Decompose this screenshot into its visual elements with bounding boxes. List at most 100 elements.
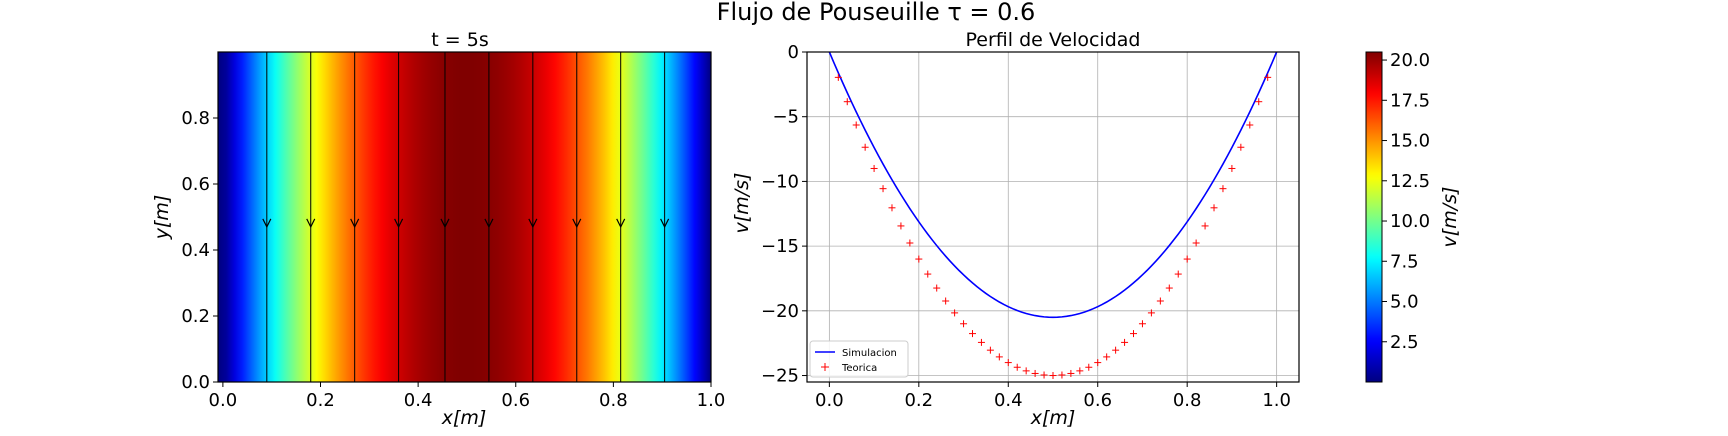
colorbar-ticks: 2.5 5.0 7.5 10.0 12.5 15.0 17.5 20.0 [1382, 50, 1430, 353]
heatmap-ylabel: y[m] [151, 195, 173, 241]
streamline-arrow [572, 218, 582, 229]
teorica-point [1147, 309, 1155, 317]
teorica-point [843, 98, 851, 106]
teorica-point [1040, 371, 1048, 379]
teorica-point [1031, 369, 1039, 377]
heatmap-panel: t = 5s 0.0 0.2 0.4 0.6 0.8 1.0 0.00.20.40.60.… [151, 29, 725, 429]
teorica-point [1183, 255, 1191, 263]
teorica-point [1004, 359, 1012, 367]
legend-box [809, 340, 909, 378]
legend-label-teorica: Teorica [841, 363, 877, 374]
heatmap-y-ticks: 0.0 0.2 0.4 0.6 0.8 [181, 108, 218, 393]
teorica-point [861, 143, 869, 151]
x-tick-label: 0.2 [904, 390, 933, 411]
x-tick-label: 0.8 [1173, 390, 1202, 411]
teorica-point [1022, 367, 1030, 375]
colorbar-fill [1365, 51, 1383, 383]
profile-title: Perfil de Velocidad [966, 29, 1141, 51]
streamline-arrow [660, 218, 670, 229]
legend-label-simulacion: Simulacion [842, 348, 897, 359]
teorica-point [1121, 338, 1129, 346]
streamline-arrow [484, 218, 494, 229]
teorica-point [1228, 164, 1236, 172]
colorbar: 2.5 5.0 7.5 10.0 12.5 15.0 17.5 20.0 v[m/s] [1365, 50, 1461, 383]
teorica-point [834, 73, 842, 81]
x-tick-label: 1.0 [1262, 390, 1291, 411]
y-tick-label: −20 [761, 301, 799, 322]
teorica-point [879, 185, 887, 193]
streamlines [262, 52, 670, 382]
series-simulacion-line [828, 51, 1278, 319]
profile-series [828, 51, 1278, 380]
profile-grid [807, 51, 1299, 382]
teorica-point [1264, 73, 1272, 81]
profile-xlabel: x[m] [1030, 407, 1076, 429]
teorica-point [1103, 353, 1111, 361]
teorica-point [897, 222, 905, 230]
heatmap-xlabel: x[m] [441, 407, 487, 429]
figure-title: Flujo de Pouseuille τ = 0.6 [717, 0, 1036, 26]
teorica-point [1085, 363, 1093, 371]
colorbar-tick-label: 17.5 [1390, 90, 1430, 111]
y-tick-label: 0.0 [181, 372, 210, 393]
teorica-point [933, 284, 941, 292]
y-tick-label: −15 [761, 236, 799, 257]
y-tick-label: 0.2 [181, 306, 210, 327]
teorica-point [1192, 239, 1200, 247]
streamline-arrow [350, 218, 360, 229]
x-tick-label: 0.8 [599, 390, 628, 411]
x-tick-label: 0.4 [404, 390, 433, 411]
streamline-arrow [394, 218, 404, 229]
teorica-point [1210, 204, 1218, 212]
heatmap-field [218, 52, 711, 382]
teorica-point [852, 121, 860, 129]
teorica-point [1219, 185, 1227, 193]
teorica-point [1049, 372, 1057, 380]
teorica-point [1246, 121, 1254, 129]
teorica-point [1201, 222, 1209, 230]
y-tick-label: −5 [772, 107, 799, 128]
teorica-point [1130, 330, 1138, 338]
streamline-arrow [528, 218, 538, 229]
teorica-point [1174, 270, 1182, 278]
colorbar-tick-label: 12.5 [1390, 171, 1430, 192]
profile-y-ticks: 0 −5 −10 −15 −20 −25 [761, 42, 807, 387]
teorica-point [968, 330, 976, 338]
colorbar-tick-label: 5.0 [1390, 292, 1419, 313]
teorica-point [924, 270, 932, 278]
y-tick-label: 0.4 [181, 240, 210, 261]
teorica-point [1237, 143, 1245, 151]
teorica-point [977, 338, 985, 346]
streamline-arrow [616, 218, 626, 229]
teorica-point [1255, 98, 1263, 106]
profile-frame [806, 51, 1300, 383]
teorica-point [986, 346, 994, 354]
legend-plus-swatch [821, 363, 829, 371]
heatmap-frame [217, 51, 712, 383]
teorica-point [870, 164, 878, 172]
teorica-point [1013, 363, 1021, 371]
streamline-arrow [440, 218, 450, 229]
teorica-point [1112, 346, 1120, 354]
x-tick-label: 0.2 [306, 390, 335, 411]
teorica-point [1067, 369, 1075, 377]
y-tick-label: 0 [788, 42, 799, 63]
teorica-point [915, 255, 923, 263]
x-tick-label: 0.0 [815, 390, 844, 411]
y-tick-label: −10 [761, 171, 799, 192]
y-tick-label: −25 [761, 366, 799, 387]
teorica-point [1138, 320, 1146, 328]
colorbar-tick-label: 20.0 [1390, 50, 1430, 71]
colorbar-label: v[m/s] [1439, 187, 1461, 248]
teorica-point [1156, 297, 1164, 305]
teorica-point [942, 297, 950, 305]
x-tick-label: 0.6 [501, 390, 530, 411]
colorbar-tick-label: 7.5 [1390, 251, 1419, 272]
streamline-arrow [262, 218, 272, 229]
profile-ylabel: v[m/s] [731, 173, 753, 234]
teorica-point [995, 353, 1003, 361]
x-tick-label: 0.6 [1083, 390, 1112, 411]
colorbar-tick-label: 2.5 [1390, 332, 1419, 353]
y-tick-label: 0.6 [181, 174, 210, 195]
